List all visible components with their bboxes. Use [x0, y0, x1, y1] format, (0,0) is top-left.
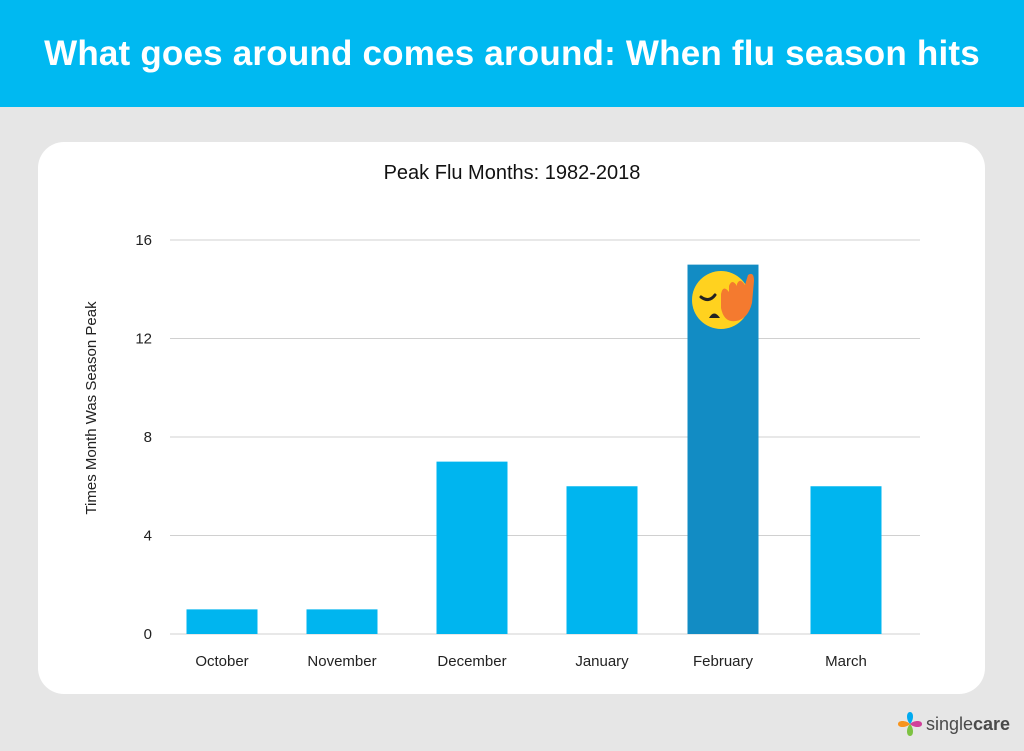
singlecare-logo: singlecare [898, 712, 1010, 736]
chart-title: Peak Flu Months: 1982-2018 [384, 162, 641, 184]
x-tick-label: March [825, 653, 867, 670]
y-tick-label: 4 [144, 528, 152, 545]
page-title: What goes around comes around: When flu … [0, 0, 1024, 107]
bar-january [566, 486, 638, 634]
brand-name-light: single [926, 713, 974, 734]
x-tick-label: February [693, 653, 754, 670]
x-tick-label: January [575, 653, 629, 670]
y-tick-label: 8 [144, 429, 152, 446]
y-tick-label: 0 [144, 626, 152, 643]
bar-october [186, 609, 258, 634]
x-tick-label: October [195, 653, 248, 670]
emoji-eye [699, 293, 717, 302]
emoji-mouth [709, 313, 720, 318]
bar-march [810, 486, 882, 634]
bar-november [306, 609, 378, 634]
bar-december [436, 461, 508, 634]
singlecare-logo-icon [898, 712, 922, 736]
y-tick-label: 16 [135, 232, 152, 249]
emoji-hand [721, 273, 754, 322]
brand-name-bold: care [973, 713, 1011, 734]
y-tick-label: 12 [135, 331, 152, 348]
y-axis-label: Times Month Was Season Peak [83, 301, 100, 515]
x-tick-label: November [307, 653, 376, 670]
x-tick-label: December [437, 653, 506, 670]
